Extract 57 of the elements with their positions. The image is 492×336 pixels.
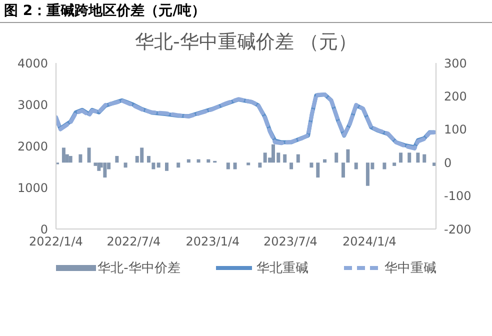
y-tick-label: 2000	[17, 139, 48, 154]
bar	[382, 162, 386, 170]
bar	[432, 162, 436, 166]
bar	[165, 162, 169, 171]
bar	[296, 154, 300, 163]
bar	[346, 149, 350, 163]
x-tick-label: 2023/7/4	[263, 234, 318, 249]
bar	[196, 159, 200, 163]
y-tick-label: 4000	[17, 56, 48, 70]
bar	[323, 159, 327, 163]
bar	[62, 148, 66, 163]
bar	[146, 156, 150, 163]
bar	[233, 162, 237, 170]
bar	[399, 152, 403, 163]
bar	[416, 152, 420, 163]
y2-tick-label: -100	[444, 189, 472, 204]
bar	[408, 152, 412, 163]
bar	[87, 148, 91, 163]
y2-tick-label: -200	[444, 222, 472, 236]
bar	[152, 162, 156, 170]
bar	[115, 156, 119, 163]
y-tick-label: 3000	[17, 98, 48, 112]
bar	[334, 152, 338, 163]
bar	[310, 162, 314, 168]
bar	[176, 162, 180, 168]
bar	[283, 154, 287, 163]
bar	[316, 162, 320, 178]
bar	[156, 162, 160, 168]
y2-tick-label: 100	[444, 122, 467, 137]
y-tick-label: 0	[40, 222, 48, 236]
bar	[341, 162, 345, 178]
bar	[258, 162, 262, 168]
bar	[246, 162, 250, 166]
y2-tick-label: 300	[444, 56, 467, 70]
bar	[103, 162, 107, 178]
bar	[290, 162, 294, 170]
chart-subtitle: 华北-华中重碱价差 （元）	[134, 30, 358, 55]
x-tick-label: 2022/7/4	[106, 234, 161, 249]
x-tick-label: 2023/1/4	[186, 234, 240, 249]
bar	[354, 162, 358, 170]
chart-title: 图 2：重碱跨地区价差（元/吨）	[0, 0, 492, 23]
bar	[78, 154, 82, 163]
bar	[68, 156, 72, 163]
bar	[124, 162, 128, 168]
x-tick-label: 2024/1/4	[342, 234, 396, 249]
legend-label: 华北-华中价差	[98, 260, 180, 277]
y-tick-label: 1000	[17, 180, 48, 195]
bar	[226, 162, 230, 170]
bar	[206, 159, 210, 163]
y2-tick-label: 200	[444, 89, 467, 104]
x-tick-label: 2022/1/4	[29, 234, 83, 249]
legend-label: 华北重碱	[256, 260, 308, 277]
bar	[186, 159, 190, 163]
y2-tick-label: 0	[444, 156, 452, 170]
legend-label: 华中重碱	[384, 260, 436, 277]
bar	[422, 154, 426, 163]
bar	[392, 162, 396, 166]
